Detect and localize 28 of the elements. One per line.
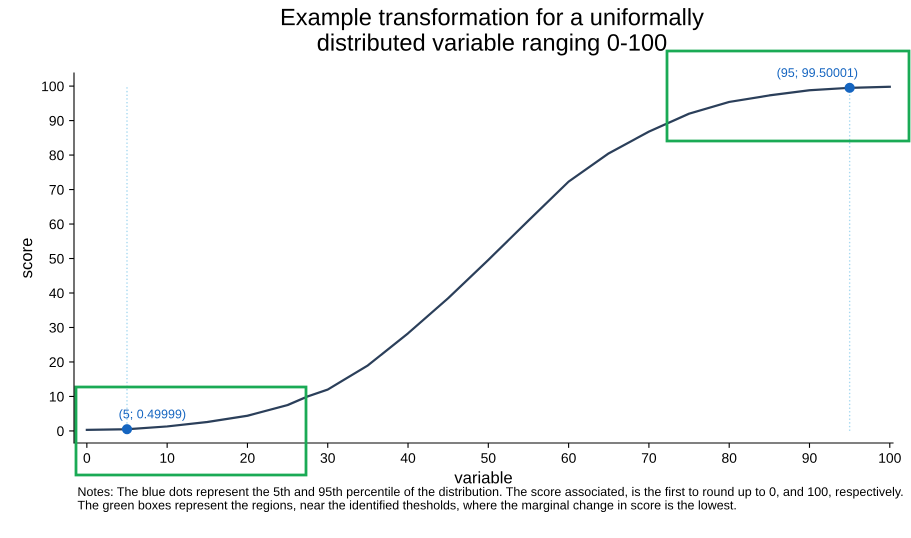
x-tick-label: 80 <box>722 453 736 463</box>
y-tick-label: 0 <box>57 426 64 436</box>
x-tick-label: 20 <box>240 453 255 463</box>
x-tick-label: 30 <box>320 453 335 463</box>
y-tick-label: 10 <box>50 392 64 402</box>
y-tick-label: 50 <box>49 254 64 264</box>
x-tick-label: 100 <box>879 453 901 463</box>
y-tick-label: 90 <box>49 116 64 126</box>
text: Notes: The blue dots represent the 5th and 95th percentile of the distribution. The score associated, is the first to round up to 0, and 100, respectively. The green boxes represent the regions, near the identified thesholds, where the marginal change in score is the lowest. <box>78 486 903 512</box>
x-tick-label: 70 <box>642 453 656 463</box>
x-tick-label: 90 <box>802 453 817 463</box>
x-tick-label: 0 <box>84 453 90 463</box>
y-tick-label: 100 <box>42 81 64 92</box>
y-tick-label: 70 <box>50 184 64 195</box>
y-tick-label: 20 <box>50 357 64 368</box>
data-label: (5; 0.49999) <box>119 409 186 421</box>
x-tick-label: 40 <box>400 453 416 463</box>
y-axis-title: score <box>23 238 32 278</box>
data-label: (95; 99.50001) <box>777 68 858 80</box>
chart-title: Example transformation for a uniformally distributed variable ranging 0-100 <box>282 8 704 56</box>
y-tick-label: 40 <box>49 288 64 298</box>
x-tick-label: 50 <box>481 453 496 463</box>
y-tick-label: 80 <box>49 150 64 160</box>
x-tick-label: 10 <box>160 453 174 463</box>
y-tick-label: 30 <box>49 322 64 333</box>
x-axis-title: variable <box>454 471 512 484</box>
y-tick-label: 60 <box>50 219 64 230</box>
x-tick-label: 60 <box>562 453 576 463</box>
